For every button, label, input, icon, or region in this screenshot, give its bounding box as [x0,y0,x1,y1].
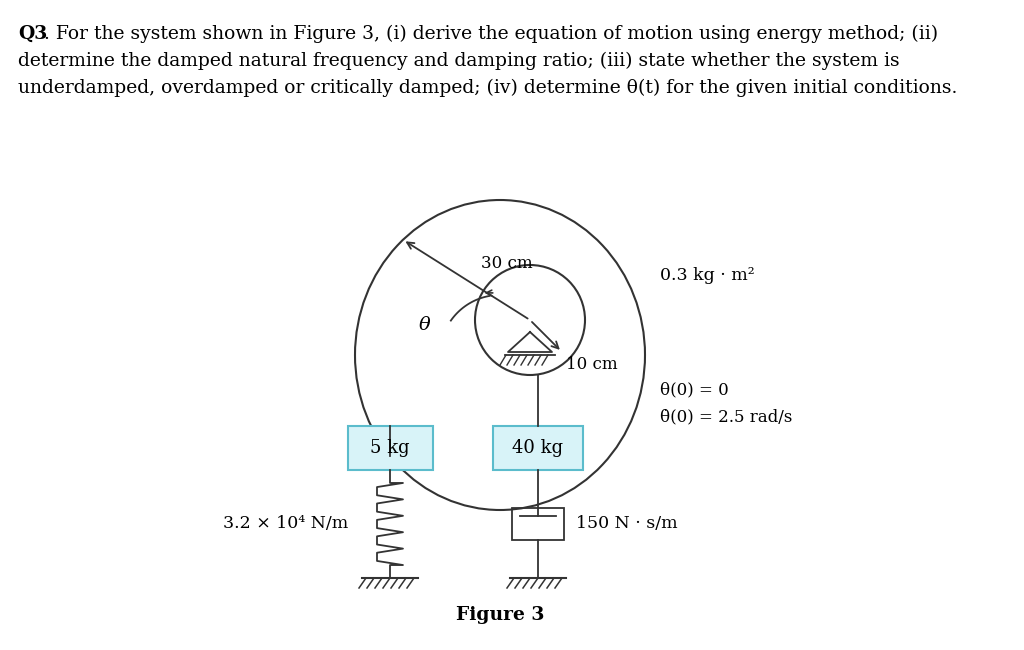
Text: Figure 3: Figure 3 [456,606,544,624]
Text: θ̇(0) = 2.5 rad/s: θ̇(0) = 2.5 rad/s [660,408,793,426]
Bar [512,508,564,540]
Text: 10 cm: 10 cm [566,356,617,373]
Text: . For the system shown in Figure 3, (i) derive the equation of motion using ener: . For the system shown in Figure 3, (i) … [44,25,938,44]
Text: determine the damped natural frequency and damping ratio; (iii) state whether th: determine the damped natural frequency a… [18,52,900,70]
Text: Q3: Q3 [18,25,47,43]
Text: 30 cm: 30 cm [481,255,534,272]
Text: θ(0) = 0: θ(0) = 0 [660,382,729,398]
Text: θ: θ [419,316,431,334]
Text: 3.2 × 10⁴ N/m: 3.2 × 10⁴ N/m [223,515,348,532]
Text: underdamped, overdamped or critically damped; (iv) determine θ(t) for the given : underdamped, overdamped or critically da… [18,79,957,98]
Text: 150 N · s/m: 150 N · s/m [575,515,678,532]
FancyBboxPatch shape [347,426,432,470]
FancyBboxPatch shape [493,426,583,470]
Text: 5 kg: 5 kg [371,439,410,457]
Text: 0.3 kg · m²: 0.3 kg · m² [660,266,755,283]
Text: 40 kg: 40 kg [512,439,563,457]
